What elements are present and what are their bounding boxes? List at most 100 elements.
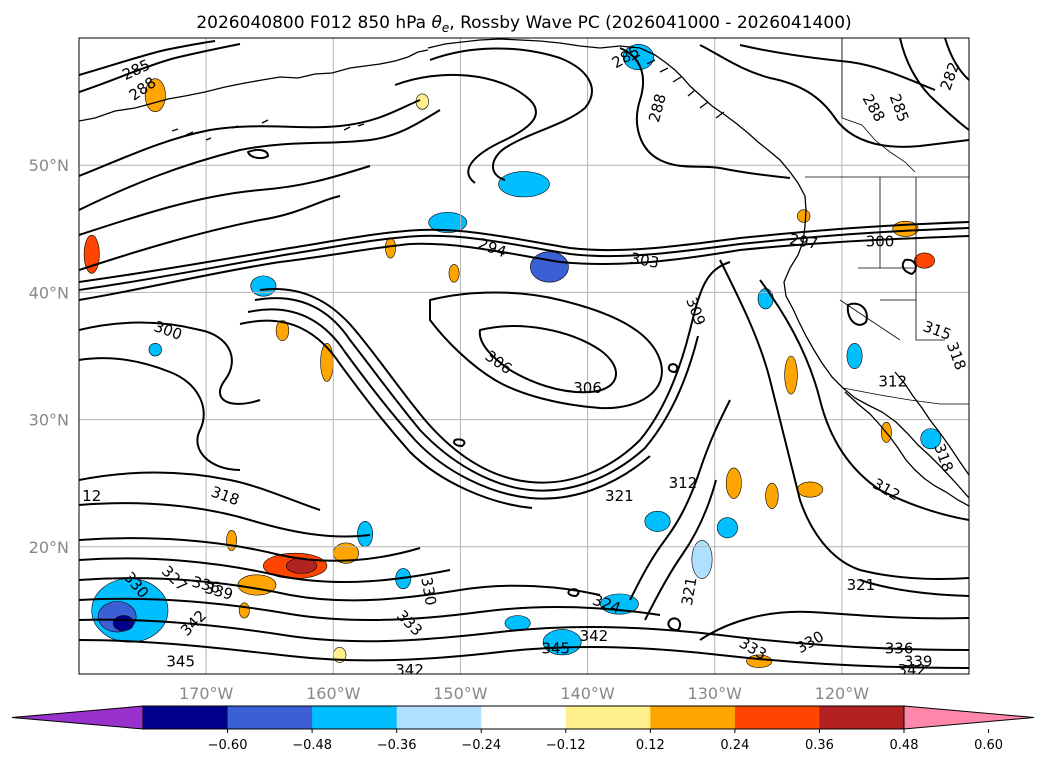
anomaly-cell [530, 251, 569, 283]
colorbar-extend-high [903, 705, 1035, 730]
anomaly-cell [691, 540, 713, 579]
contour-label: 12 [82, 487, 101, 505]
contour-label: 321 [605, 487, 634, 505]
anomaly-cell [148, 342, 162, 357]
colorbar-tick-label: 0.24 [720, 738, 749, 753]
gridlines [79, 38, 969, 674]
colorbar-bin [312, 706, 398, 729]
contour-label: 342 [395, 661, 424, 679]
colorbar-tick-label: −0.36 [377, 738, 417, 753]
contour-label: 300 [866, 233, 895, 251]
colorbar-bin [819, 706, 905, 729]
title-text-1: 2026040800 F012 850 hPa [196, 13, 431, 33]
colorbar-tick-label: −0.12 [546, 738, 586, 753]
colorbar-tick-label: 0.48 [890, 738, 919, 753]
anomaly-cell [250, 275, 277, 297]
alaska-canada-border [841, 38, 916, 173]
anomaly-cell [226, 529, 237, 551]
coastlines [79, 38, 969, 507]
lon-tick-label: 170°W [179, 684, 234, 703]
lon-tick-label: 160°W [306, 684, 361, 703]
anomaly-cell [428, 211, 468, 233]
map-frame [78, 37, 970, 675]
lon-tick-label: 150°W [433, 684, 488, 703]
lat-tick-label: 40°N [29, 283, 69, 302]
gulf-of-california [894, 371, 969, 476]
colorbar-tick-label: −0.48 [292, 738, 332, 753]
colorbar-bin [227, 706, 313, 729]
colorbar-tick-label: −0.60 [208, 738, 248, 753]
anomaly-cell [113, 615, 134, 632]
colorbar-bin [396, 706, 482, 729]
contour-label: 345 [541, 640, 570, 658]
lon-tick-label: 130°W [688, 684, 743, 703]
anomaly-cell [644, 510, 671, 532]
anomaly-cell [765, 482, 779, 509]
contour-label: 321 [678, 576, 701, 607]
anomaly-cell [920, 428, 942, 450]
anomaly-cell [504, 615, 531, 632]
contour-label: 297 [788, 230, 819, 253]
contour-label: 330 [417, 576, 440, 607]
contour-label: 339 [904, 652, 933, 670]
contour-285-288-nw [79, 40, 216, 76]
colorbar-bin [650, 706, 736, 729]
contour-label: 312 [878, 372, 907, 390]
anomaly-cell [797, 209, 811, 223]
theta-e-contours [79, 38, 969, 669]
lon-tick-label: 120°W [815, 684, 870, 703]
anomaly-cell [238, 602, 250, 619]
lat-tick-label: 30°N [29, 411, 69, 430]
colorbar-bin [143, 706, 229, 729]
alaska-gulf-coast [427, 38, 969, 499]
colorbar-tick-label: 0.12 [636, 738, 665, 753]
anomaly-cell [784, 355, 798, 395]
anomaly-cell [716, 517, 738, 539]
anomaly-cell [357, 521, 374, 548]
contour-label: 312 [669, 474, 698, 492]
contour-label: 345 [166, 652, 195, 670]
plot-title: 2026040800 F012 850 hPa θe, Rossby Wave … [196, 13, 851, 35]
colorbar-bin [565, 706, 651, 729]
latitude-labels: 50°N 40°N 30°N 20°N [29, 156, 69, 557]
colorbar-tick-label: 0.36 [805, 738, 834, 753]
colorbar-frame [142, 705, 905, 730]
anomaly-cell [757, 288, 774, 310]
lon-tick-label: 140°W [560, 684, 615, 703]
colorbar: −0.60 −0.48 −0.36 −0.24 −0.12 0.12 0.24 0.36 0.4… [11, 705, 1035, 753]
contour-label: 306 [573, 379, 602, 397]
colorbar-bin [481, 706, 567, 729]
colorbar-extend-low [11, 705, 144, 730]
title-text-2: , Rossby Wave PC (2026041000 - 202604140… [449, 13, 851, 33]
state-borders [839, 177, 945, 341]
borders [805, 38, 969, 405]
anomaly-cell [846, 342, 863, 370]
baja-coast [844, 391, 969, 507]
contour-label: 336 [885, 640, 914, 658]
title-subscript: e [442, 21, 449, 35]
contour-label: 342 [580, 627, 609, 645]
contour-label: 321 [847, 576, 876, 594]
anomaly-cell [385, 237, 396, 259]
contour-label: 342 [897, 661, 926, 679]
lat-tick-label: 20°N [29, 538, 69, 557]
anomaly-cell [725, 467, 742, 499]
lat-tick-label: 50°N [29, 156, 69, 175]
colorbar-tick-label: 0.60 [974, 738, 1003, 753]
anomaly-cell [320, 342, 334, 382]
anomaly-cell [237, 574, 277, 596]
anomaly-cell [448, 264, 460, 283]
colorbar-tick-label: −0.24 [461, 738, 501, 753]
anomaly-cell [498, 171, 550, 198]
colorbar-bin [734, 706, 820, 729]
title-theta: θ [432, 13, 443, 33]
alaska-coast [79, 49, 429, 122]
us-mexico-border [842, 387, 969, 405]
longitude-labels: 170°W 160°W 150°W 140°W 130°W 120°W [179, 684, 869, 703]
anomaly-cell [914, 252, 935, 269]
contour-label: 303 [629, 249, 660, 272]
anomaly-cell [797, 481, 824, 498]
anomaly-fill-layer [83, 44, 942, 668]
